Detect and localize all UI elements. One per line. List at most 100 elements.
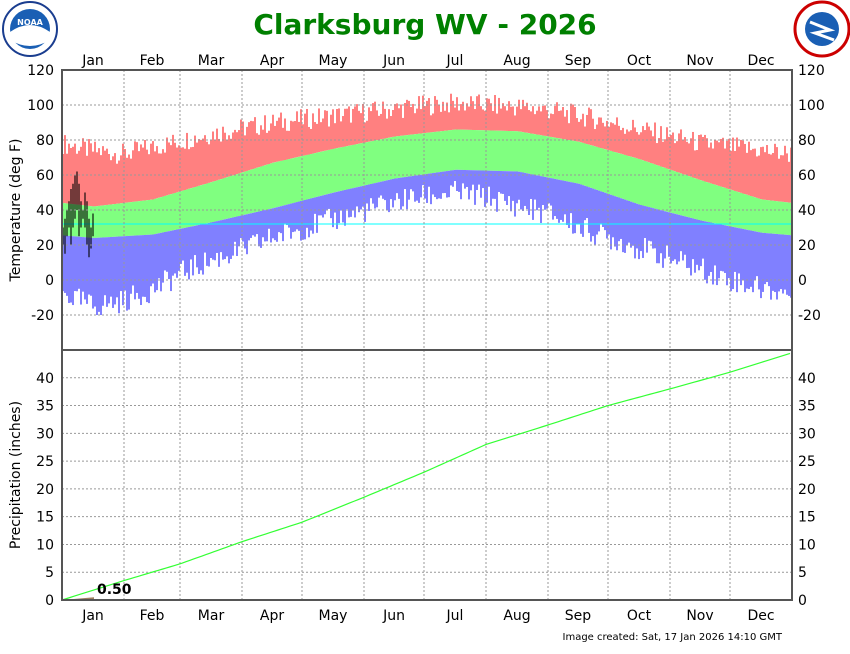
normal-range-bar [252, 169, 254, 213]
normal-range-bar [156, 198, 158, 234]
normal-range-bar [320, 151, 322, 196]
normal-range-bar [372, 140, 374, 184]
record-high-bar [448, 112, 450, 131]
record-low-bar [704, 221, 706, 280]
normal-range-bar [756, 197, 758, 232]
normal-precip-line [61, 352, 791, 601]
normal-range-bar [356, 144, 358, 188]
record-low-bar [442, 171, 444, 194]
normal-range-bar [362, 142, 364, 186]
record-low-bar [618, 197, 620, 242]
normal-range-bar [376, 140, 378, 183]
precip-tick-left: 40 [36, 371, 54, 387]
record-low-bar [250, 213, 252, 238]
record-high-bar [776, 147, 778, 202]
record-high-bar [430, 115, 432, 133]
record-high-bar [596, 124, 598, 147]
normal-range-bar [420, 133, 422, 175]
record-high-bar [562, 106, 564, 139]
record-low-bar [88, 237, 90, 295]
normal-range-bar [366, 142, 368, 185]
record-low-bar [120, 236, 122, 292]
normal-range-bar [766, 200, 768, 234]
record-low-bar [410, 176, 412, 190]
record-low-bar [170, 230, 172, 292]
record-low-bar [638, 204, 640, 260]
record-low-bar [128, 235, 130, 310]
record-low-bar [360, 186, 362, 210]
normal-range-bar [324, 150, 326, 195]
record-high-bar [216, 128, 218, 181]
record-high-bar [768, 153, 770, 201]
record-high-bar [576, 117, 578, 142]
record-low-bar [526, 173, 528, 210]
record-high-bar [632, 119, 634, 158]
observed-temp-bar [68, 201, 70, 228]
record-high-bar [652, 136, 654, 164]
record-high-bar [558, 110, 560, 139]
record-high-bar [270, 123, 272, 164]
observed-temp-bar [66, 210, 68, 237]
record-high-bar [88, 139, 90, 206]
normal-range-bar [470, 129, 472, 171]
normal-range-bar [674, 171, 676, 214]
record-low-bar [466, 170, 468, 187]
normal-range-bar [654, 164, 656, 209]
record-low-bar [534, 174, 536, 200]
svg-text:NOAA: NOAA [17, 18, 43, 27]
normal-range-bar [714, 184, 716, 224]
observed-temp-bar [84, 192, 86, 228]
record-low-bar [448, 170, 450, 198]
normal-range-bar [248, 170, 250, 214]
record-high-bar [412, 103, 414, 135]
record-low-bar [594, 189, 596, 245]
record-high-bar [298, 121, 300, 157]
record-high-bar [80, 146, 82, 206]
normal-range-bar [534, 134, 536, 175]
normal-range-bar [302, 155, 304, 201]
normal-range-bar [592, 145, 594, 189]
record-low-bar [726, 225, 728, 286]
record-low-bar [670, 212, 672, 264]
record-low-bar [774, 233, 776, 293]
record-low-bar [678, 214, 680, 262]
record-low-bar [340, 190, 342, 211]
normal-range-bar [342, 146, 344, 191]
normal-range-bar [566, 139, 568, 182]
record-high-bar [120, 155, 122, 204]
record-low-bar [256, 211, 258, 235]
record-low-bar [286, 204, 288, 226]
normal-range-bar [432, 132, 434, 174]
normal-range-bar [604, 149, 606, 193]
normal-range-bar [90, 206, 92, 238]
record-low-bar [684, 216, 686, 255]
record-high-bar [452, 100, 454, 130]
record-high-bar [788, 161, 790, 203]
record-low-bar [752, 230, 754, 293]
record-low-bar [494, 170, 496, 199]
record-low-bar [168, 231, 170, 280]
record-high-bar [310, 128, 312, 155]
record-low-bar [96, 237, 98, 316]
record-low-bar [102, 237, 104, 306]
record-high-bar [496, 113, 498, 131]
record-high-bar [534, 114, 536, 135]
record-low-bar [354, 187, 356, 218]
normal-range-bar [214, 181, 216, 222]
normal-range-bar [130, 202, 132, 236]
record-high-bar [414, 113, 416, 135]
normal-range-bar [720, 186, 722, 225]
normal-range-bar [106, 204, 108, 238]
record-low-bar [760, 232, 762, 299]
normal-range-bar [672, 170, 674, 214]
record-high-bar [254, 117, 256, 169]
record-high-bar [184, 148, 186, 191]
month-label-bottom: Mar [198, 608, 225, 624]
record-high-bar [566, 110, 568, 140]
record-low-bar [636, 203, 638, 249]
record-high-bar [610, 122, 612, 151]
record-low-bar [682, 215, 684, 261]
normal-range-bar [438, 131, 440, 173]
record-high-bar [724, 148, 726, 188]
record-low-bar [300, 201, 302, 241]
